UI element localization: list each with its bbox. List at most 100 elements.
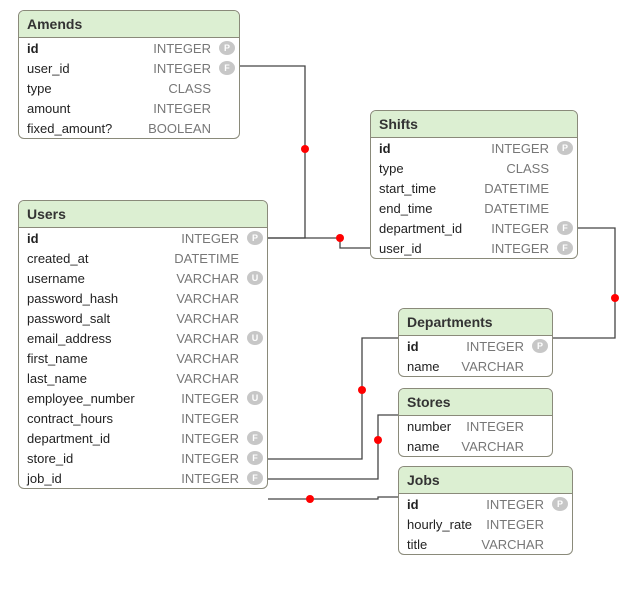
column-name: department_id [379,221,462,236]
column-row: employee_numberINTEGERU [19,388,267,408]
column-name: password_hash [27,291,118,306]
column-name: id [407,339,419,354]
entity-departments: DepartmentsidINTEGERPnameVARCHAR [398,308,553,377]
column-name: name [407,439,440,454]
column-name: department_id [27,431,110,446]
key-badge-icon [247,371,263,385]
column-type: INTEGER [466,419,528,434]
key-badge-icon: P [557,141,573,155]
column-type: CLASS [506,161,553,176]
column-row: password_hash VARCHAR [19,288,267,308]
column-row: titleVARCHAR [399,534,572,554]
key-badge-icon [219,101,235,115]
column-row: first_name VARCHAR [19,348,267,368]
column-row: email_addressVARCHARU [19,328,267,348]
entity-jobs: JobsidINTEGERPhourly_rateINTEGERtitleVAR… [398,466,573,555]
column-row: idINTEGERP [19,228,267,248]
column-type: DATETIME [174,251,243,266]
column-name: number [407,419,451,434]
key-badge-icon: F [557,221,573,235]
column-row: created_at DATETIME [19,248,267,268]
key-badge-icon [247,411,263,425]
key-badge-icon: P [219,41,235,55]
column-type: INTEGER [181,451,243,466]
key-badge-icon: F [247,471,263,485]
column-type: VARCHAR [176,351,243,366]
column-row: idINTEGERP [371,138,577,158]
column-name: id [407,497,419,512]
column-name: password_salt [27,311,110,326]
entity-header: Jobs [399,467,572,494]
key-badge-icon: F [557,241,573,255]
column-type: INTEGER [153,41,215,56]
key-badge-icon [247,311,263,325]
key-badge-icon [552,517,568,531]
column-type: INTEGER [491,241,553,256]
column-name: job_id [27,471,62,486]
key-badge-icon [247,351,263,365]
column-type: BOOLEAN [148,121,215,136]
column-type: DATETIME [484,181,553,196]
column-row: typeCLASS [371,158,577,178]
column-name: fixed_amount? [27,121,112,136]
column-row: start_timeDATETIME [371,178,577,198]
column-type: VARCHAR [176,311,243,326]
key-badge-icon: U [247,271,263,285]
entity-header: Users [19,201,267,228]
column-type: DATETIME [484,201,553,216]
entity-header: Stores [399,389,552,416]
column-type: INTEGER [491,221,553,236]
column-row: password_salt VARCHAR [19,308,267,328]
column-type: VARCHAR [481,537,548,552]
column-type: CLASS [168,81,215,96]
column-row: idINTEGERP [399,336,552,356]
key-badge-icon [532,419,548,433]
column-name: id [27,41,39,56]
column-row: job_id INTEGER F [19,468,267,488]
column-type: VARCHAR [176,331,243,346]
column-row: fixed_amount? BOOLEAN [19,118,239,138]
key-badge-icon [532,439,548,453]
column-type: VARCHAR [461,359,528,374]
column-row: type CLASS [19,78,239,98]
column-type: INTEGER [181,391,243,406]
column-type: INTEGER [181,471,243,486]
column-type: VARCHAR [461,439,528,454]
column-row: contract_hours INTEGER [19,408,267,428]
column-name: store_id [27,451,73,466]
column-name: end_time [379,201,432,216]
column-type: INTEGER [181,431,243,446]
column-name: created_at [27,251,88,266]
column-type: INTEGER [181,411,243,426]
key-badge-icon: U [247,331,263,345]
column-row: amountINTEGER [19,98,239,118]
column-name: id [379,141,391,156]
column-type: VARCHAR [176,371,243,386]
key-badge-icon [532,359,548,373]
column-row: id INTEGER P [19,38,239,58]
entity-stores: Stores number INTEGER name VARCHAR [398,388,553,457]
column-name: first_name [27,351,88,366]
column-type: INTEGER [153,61,215,76]
key-badge-icon: P [532,339,548,353]
key-badge-icon: F [247,431,263,445]
key-badge-icon: F [247,451,263,465]
column-row: name VARCHAR [399,436,552,456]
column-row: store_id INTEGER F [19,448,267,468]
key-badge-icon [247,251,263,265]
column-row: usernameVARCHARU [19,268,267,288]
column-name: last_name [27,371,87,386]
column-row: user_idINTEGERF [19,58,239,78]
column-type: VARCHAR [176,291,243,306]
column-row: department_id INTEGER F [19,428,267,448]
column-name: user_id [379,241,422,256]
key-badge-icon [557,161,573,175]
column-name: contract_hours [27,411,113,426]
entity-shifts: ShiftsidINTEGERPtypeCLASSstart_timeDATET… [370,110,578,259]
column-name: type [27,81,52,96]
column-type: INTEGER [153,101,215,116]
key-badge-icon: F [219,61,235,75]
column-type: VARCHAR [176,271,243,286]
entity-header: Departments [399,309,552,336]
column-row: hourly_rateINTEGER [399,514,572,534]
